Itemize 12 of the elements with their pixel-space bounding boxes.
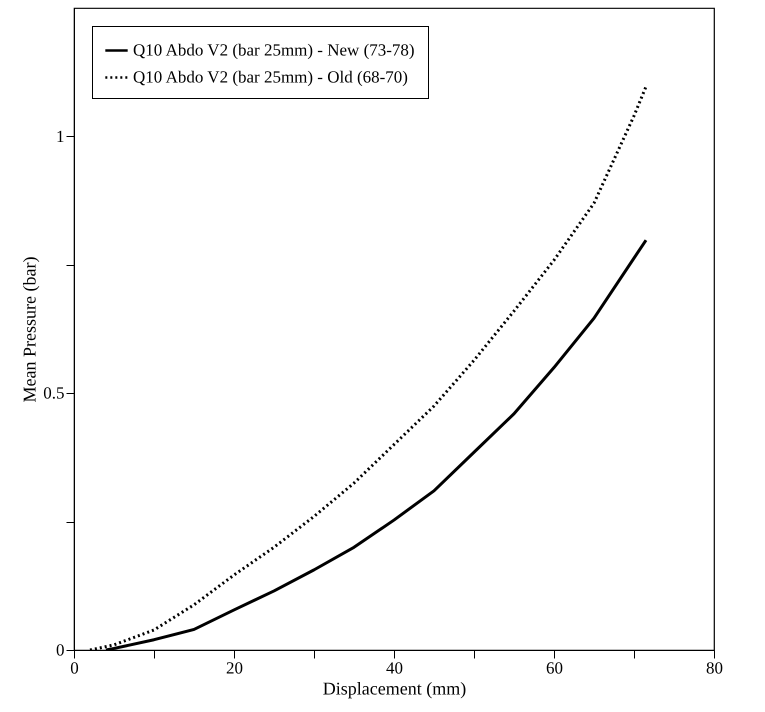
x-tick-label: 20 [226,658,243,678]
x-tick-label: 60 [546,658,563,678]
y-tick-label: 0 [56,640,64,660]
legend-label: Q10 Abdo V2 (bar 25mm) - Old (68-70) [133,68,408,86]
x-tick-label: 80 [706,658,723,678]
x-tick-label: 0 [70,658,79,678]
legend-label: Q10 Abdo V2 (bar 25mm) - New (73-78) [133,40,415,60]
x-axis-title: Displacement (mm) [322,678,466,698]
y-tick-label: 0.5 [43,384,64,403]
y-axis-title: Mean Pressure (bar) [19,256,40,402]
y-tick-label: 1 [56,126,64,146]
x-tick-label: 40 [386,658,403,678]
